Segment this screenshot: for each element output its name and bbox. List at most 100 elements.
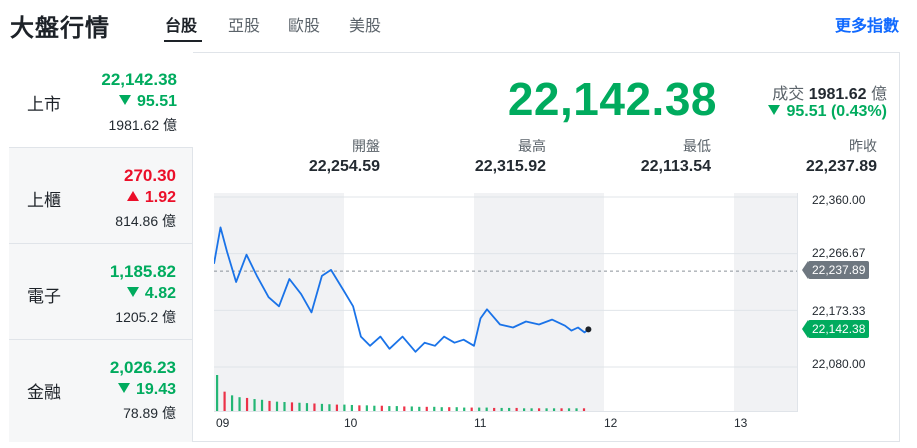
volume-bar <box>463 407 466 412</box>
index-change: 4.82 <box>126 285 176 303</box>
hour-band <box>214 193 344 412</box>
trade-volume: 成交 1981.62 億 <box>772 86 887 103</box>
current-price: 22,142.38 <box>507 73 717 125</box>
volume-bar <box>478 407 481 412</box>
page-title: 大盤行情 <box>10 15 110 42</box>
volume-bar <box>320 403 324 412</box>
volume-bar <box>567 408 571 412</box>
volume-bar <box>245 397 249 412</box>
volume-bar <box>395 406 398 412</box>
index-name: 電子 <box>27 287 61 306</box>
volume-bar <box>508 407 511 412</box>
index-price: 22,142.38 <box>101 70 177 89</box>
volume-bar <box>328 404 331 412</box>
volume-bar <box>440 407 443 412</box>
x-tick-label: 12 <box>604 416 618 430</box>
y-tick-label: 22,173.33 <box>812 304 866 318</box>
volume-bar <box>298 402 301 412</box>
y-tick-label: 22,266.67 <box>812 246 866 260</box>
down-arrow-icon <box>768 105 781 115</box>
index-item-listed[interactable]: 上市 22,142.38 95.51 1981.62 億 <box>9 52 193 148</box>
volume-bar <box>523 408 526 412</box>
volume-bar <box>343 404 346 412</box>
stat-prev-close: 昨收 22,237.89 <box>717 136 877 176</box>
tab-us[interactable]: 美股 <box>349 18 382 35</box>
x-tick-label: 10 <box>344 416 358 430</box>
prev-close-tag: 22,237.89 <box>801 261 870 279</box>
stat-label: 最高 <box>518 138 546 154</box>
current-price-tag: 22,142.38 <box>801 320 870 338</box>
volume-bar <box>373 405 376 412</box>
intraday-chart[interactable] <box>214 193 798 412</box>
x-tick-label: 13 <box>734 416 748 430</box>
x-tick-label: 11 <box>474 416 487 430</box>
hour-band <box>734 193 798 412</box>
index-price: 2,026.23 <box>109 358 176 377</box>
tab-europe[interactable]: 歐股 <box>288 18 321 35</box>
volume-bar <box>425 406 428 412</box>
stat-value: 22,254.59 <box>308 158 380 175</box>
volume-bar <box>485 407 488 412</box>
volume-bar <box>380 405 383 412</box>
stat-value: 22,315.92 <box>474 158 546 175</box>
volume-bar <box>515 407 518 412</box>
tab-tw[interactable]: 台股 <box>165 18 198 35</box>
last-price-dot <box>585 326 592 333</box>
index-price: 1,185.82 <box>109 262 176 281</box>
volume-bar <box>290 402 294 412</box>
volume-bar <box>433 406 436 412</box>
active-tab-indicator <box>164 40 202 42</box>
volume-bar <box>418 406 421 412</box>
volume-bar <box>448 407 451 412</box>
index-change: 1.92 <box>126 189 176 207</box>
volume-bar <box>403 406 406 412</box>
index-change: 19.43 <box>117 381 176 399</box>
hour-band <box>474 193 604 412</box>
volume-bar <box>275 401 279 412</box>
index-name: 金融 <box>27 383 61 402</box>
more-indices-link[interactable]: 更多指數 <box>834 18 899 35</box>
volume-bar <box>537 408 541 412</box>
volume-bar <box>470 407 473 412</box>
index-volume: 1981.62 億 <box>108 117 178 133</box>
volume-bar <box>283 402 286 412</box>
stat-value: 22,113.54 <box>640 158 711 175</box>
volume-bar <box>582 408 586 412</box>
down-arrow-icon <box>117 383 130 393</box>
down-arrow-icon <box>126 287 139 297</box>
volume-bar <box>552 408 556 412</box>
volume-bar <box>305 403 309 412</box>
index-price: 270.30 <box>124 166 176 185</box>
volume-bar <box>223 391 226 412</box>
down-arrow-icon <box>118 95 131 105</box>
index-change: 95.51 <box>118 93 177 111</box>
volume-bar <box>388 406 391 412</box>
volume-bar <box>238 397 241 412</box>
tab-asia[interactable]: 亞股 <box>228 18 261 35</box>
header: 大盤行情 台股 亞股 歐股 美股 更多指數 <box>0 0 917 44</box>
stat-low: 最低 22,113.54 <box>551 136 711 176</box>
volume-bar <box>493 407 496 412</box>
volume-bar <box>410 406 413 412</box>
stat-label: 昨收 <box>849 138 877 154</box>
stat-label: 開盤 <box>352 138 380 154</box>
volume-bar <box>216 375 219 412</box>
stat-high: 最高 22,315.92 <box>386 136 546 176</box>
volume-bar <box>545 408 548 412</box>
stat-value: 22,237.89 <box>805 158 877 175</box>
volume-bar <box>365 405 368 412</box>
index-item-finance[interactable]: 金融 2,026.23 19.43 78.89 億 <box>9 340 193 442</box>
volume-bar <box>253 399 256 412</box>
price-change: 95.51 (0.43%) <box>768 103 887 121</box>
index-list: 上市 22,142.38 95.51 1981.62 億 上櫃 270.30 1… <box>9 52 193 442</box>
index-item-otc[interactable]: 上櫃 270.30 1.92 814.86 億 <box>9 148 193 244</box>
volume-bar <box>313 403 316 412</box>
volume-bar <box>335 404 339 412</box>
volume-bar <box>350 404 353 412</box>
volume-bar <box>358 405 361 412</box>
volume-bar <box>268 400 271 412</box>
index-item-electronics[interactable]: 電子 1,185.82 4.82 1205.2 億 <box>9 244 193 340</box>
price-line <box>214 226 589 353</box>
volume-bar <box>260 399 264 412</box>
volume-bar <box>230 395 234 412</box>
